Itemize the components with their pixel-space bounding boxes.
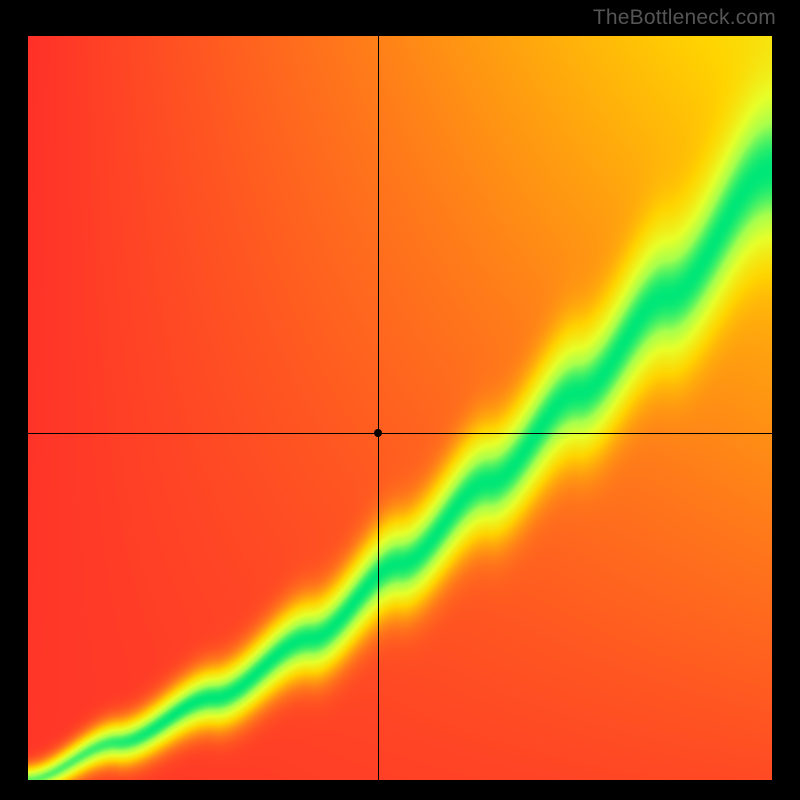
plot-area: [28, 36, 772, 780]
crosshair-marker: [374, 429, 382, 437]
crosshair-vertical: [378, 36, 379, 780]
crosshair-horizontal: [28, 433, 772, 434]
frame: TheBottleneck.com: [0, 0, 800, 800]
bottleneck-heatmap: [28, 36, 772, 780]
watermark: TheBottleneck.com: [593, 6, 776, 30]
